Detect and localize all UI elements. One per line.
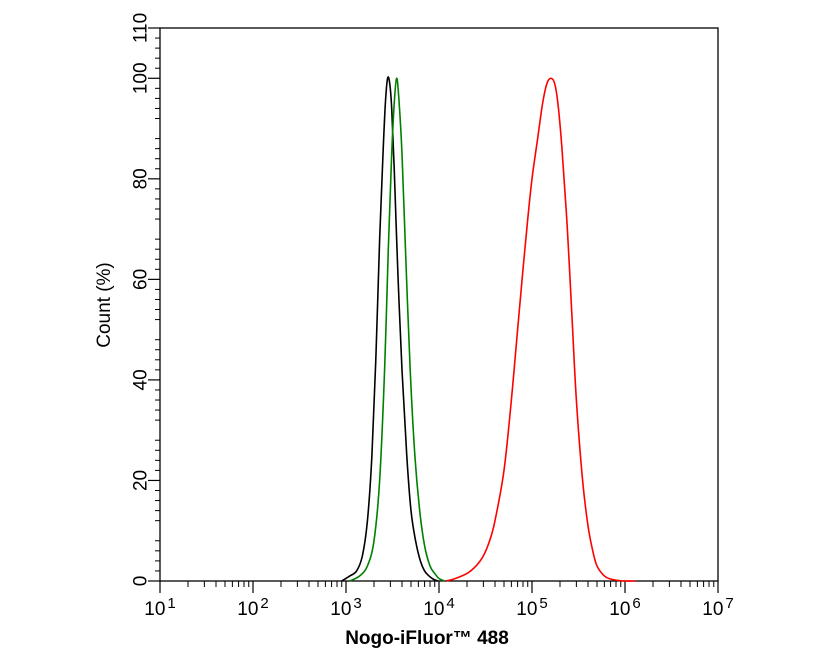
y-tick-label: 0: [131, 576, 152, 587]
x-tick-label: 10 1: [144, 595, 175, 620]
y-tick-label: 20: [131, 470, 152, 491]
x-tick-label: 10 3: [330, 595, 361, 620]
y-tick-label: 40: [131, 369, 152, 390]
x-axis: 10 1 10 2 10 3 10 4 10 5 10 6 10 7: [144, 581, 734, 620]
series-line-3: [446, 77, 636, 582]
y-tick-label: 60: [131, 269, 152, 290]
x-tick-label: 10 6: [609, 595, 640, 620]
y-axis-title: Count (%): [94, 262, 115, 348]
y-tick-label: 100: [131, 62, 152, 94]
series-line-1: [341, 76, 439, 582]
x-tick-label: 10 4: [423, 595, 454, 620]
y-tick-label: 80: [131, 168, 152, 189]
x-axis-title: Nogo-iFluor™ 488: [345, 628, 509, 649]
plot-frame: [159, 27, 719, 582]
series-layer: [341, 76, 636, 582]
x-tick-label: 10 2: [237, 595, 268, 620]
y-axis: 0 20 40 60 80 100 110: [131, 13, 160, 587]
series-line-2: [349, 77, 445, 582]
x-tick-label: 10 5: [516, 595, 547, 620]
x-tick-label: 10 7: [702, 595, 733, 620]
y-tick-label: 110: [131, 13, 152, 43]
